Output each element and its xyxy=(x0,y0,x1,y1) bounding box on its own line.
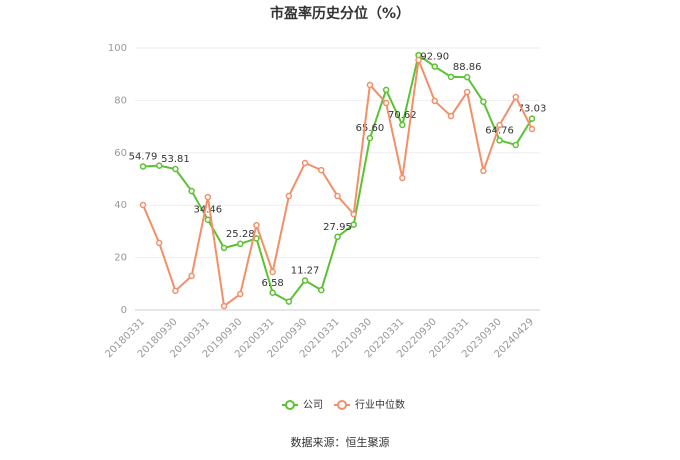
data-point xyxy=(237,290,244,298)
data-point xyxy=(447,73,455,81)
data-point xyxy=(155,239,163,247)
data-point xyxy=(285,298,293,305)
data-point xyxy=(382,99,390,107)
y-tick-label: 100 xyxy=(108,43,127,54)
data-label: 64.76 xyxy=(485,125,514,136)
data-point xyxy=(399,174,406,182)
data-label: 88.86 xyxy=(453,62,482,73)
data-point xyxy=(220,244,228,252)
data-label: 11.27 xyxy=(291,265,320,276)
data-point xyxy=(253,221,260,229)
data-point xyxy=(204,216,212,223)
data-point xyxy=(139,201,147,209)
data-point xyxy=(528,125,536,133)
data-point xyxy=(480,167,487,175)
data-point xyxy=(139,163,147,170)
data-point xyxy=(285,192,293,200)
data-point xyxy=(204,193,212,201)
data-label: 27.95 xyxy=(323,222,352,233)
y-tick-label: 40 xyxy=(114,200,127,211)
data-point xyxy=(301,159,309,167)
data-point xyxy=(512,93,520,101)
data-point xyxy=(301,277,309,284)
data-label: 73.03 xyxy=(518,104,547,115)
y-tick-label: 60 xyxy=(114,148,127,159)
data-point xyxy=(366,134,374,142)
data-label: 25.28 xyxy=(226,229,255,240)
data-label: 70.62 xyxy=(388,110,417,121)
y-tick-label: 0 xyxy=(121,305,127,316)
legend-marker xyxy=(337,400,347,410)
data-label: 65.60 xyxy=(356,123,385,134)
series-line xyxy=(142,56,533,308)
data-point xyxy=(188,187,195,195)
data-point xyxy=(431,63,438,70)
data-point xyxy=(269,289,276,297)
data-point xyxy=(172,287,179,295)
data-point xyxy=(431,97,438,105)
data-point xyxy=(172,165,179,173)
data-point xyxy=(334,192,341,200)
data-point xyxy=(447,112,455,120)
data-point xyxy=(318,166,325,174)
y-tick-label: 20 xyxy=(114,253,127,264)
legend-label: 行业中位数 xyxy=(355,398,405,411)
data-label: 6.58 xyxy=(262,278,284,289)
data-point xyxy=(528,115,536,122)
y-tick-label: 80 xyxy=(114,95,127,106)
data-point xyxy=(463,73,471,81)
data-point xyxy=(220,302,228,310)
legend-marker xyxy=(285,400,295,410)
data-label: 92.90 xyxy=(420,52,449,63)
data-point xyxy=(350,210,357,218)
data-point xyxy=(512,141,520,149)
data-point xyxy=(480,98,487,105)
data-point xyxy=(463,88,471,96)
data-point xyxy=(269,268,276,276)
data-point xyxy=(155,162,163,169)
data-point xyxy=(496,137,503,144)
data-point xyxy=(188,272,195,280)
chart-title: 市盈率历史分位（%） xyxy=(270,5,410,22)
data-point xyxy=(366,81,374,89)
legend-label: 公司 xyxy=(303,400,323,411)
data-point xyxy=(237,240,244,248)
data-point xyxy=(496,121,503,129)
source: 数据来源：恒生聚源 xyxy=(291,435,390,449)
data-label: 34.46 xyxy=(194,205,223,216)
data-point xyxy=(334,233,341,241)
data-label: 53.81 xyxy=(161,154,190,165)
data-point xyxy=(415,56,422,64)
data-label: 54.79 xyxy=(129,151,158,162)
data-point xyxy=(382,86,390,94)
data-point xyxy=(399,121,406,129)
series-line xyxy=(142,53,533,303)
data-point xyxy=(350,221,357,228)
data-point xyxy=(318,286,325,294)
